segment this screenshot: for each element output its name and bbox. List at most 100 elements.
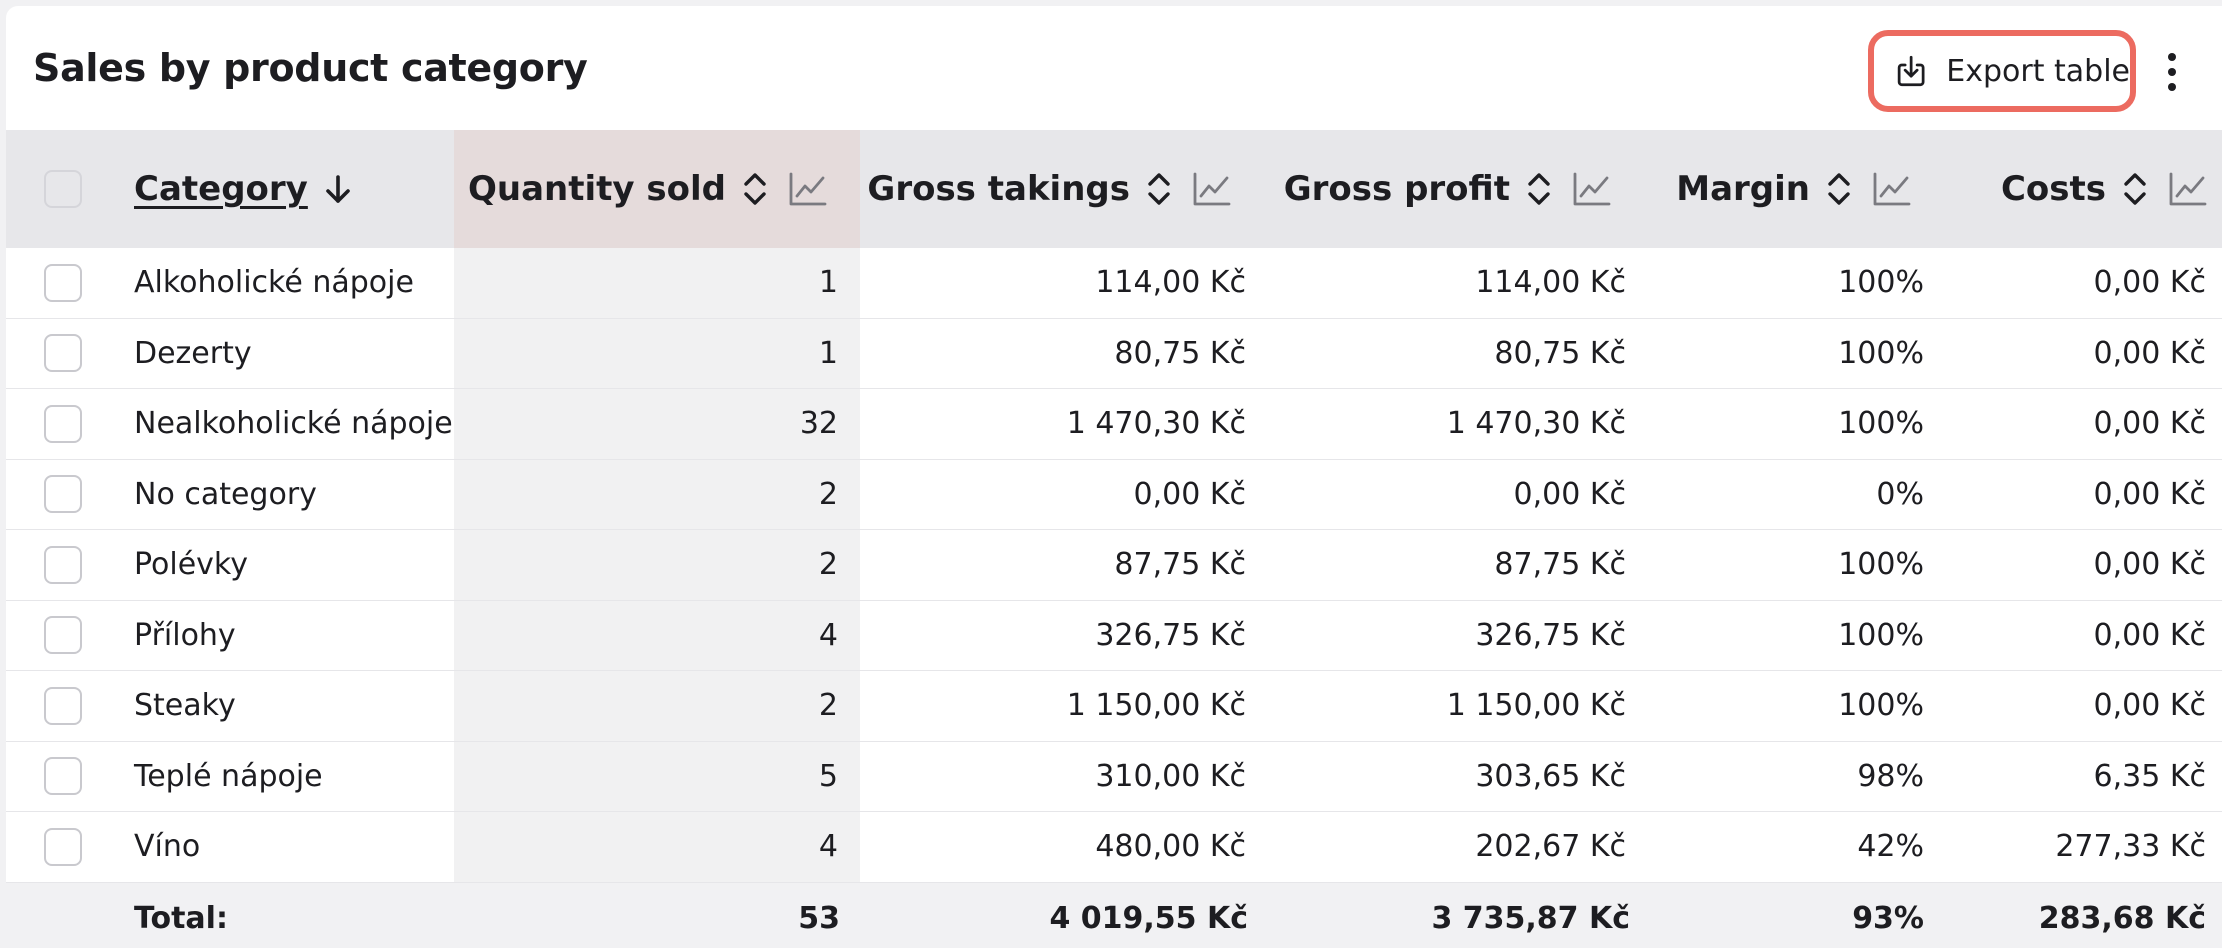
row-checkbox[interactable] <box>44 334 82 373</box>
cell-margin: 98% <box>1857 758 1924 794</box>
cell-category: Přílohy <box>134 617 236 653</box>
table-row: Teplé nápoje 5 310,00 Kč 303,65 Kč 98% 6… <box>6 741 2222 812</box>
column-header-quantity[interactable]: Quantity sold <box>454 130 860 248</box>
select-all-checkbox[interactable] <box>44 170 82 208</box>
cell-gross-profit: 202,67 Kč <box>1475 829 1626 865</box>
total-gross-profit: 3 735,87 Kč <box>1431 901 1630 936</box>
sales-card: Sales by product category Export table C… <box>6 6 2222 948</box>
table-body: Alkoholické nápoje 1 114,00 Kč 114,00 Kč… <box>6 248 2222 883</box>
column-header-margin[interactable]: Margin <box>1644 130 1944 248</box>
download-icon <box>1897 55 1925 87</box>
column-label-margin: Margin <box>1676 169 1810 209</box>
chart-icon[interactable] <box>1572 171 1612 207</box>
table-row: Nealkoholické nápoje 32 1 470,30 Kč 1 47… <box>6 389 2222 460</box>
cell-costs: 0,00 Kč <box>2093 406 2207 442</box>
cell-costs: 0,00 Kč <box>2093 335 2207 371</box>
arrow-down-icon <box>326 175 350 203</box>
cell-category: Teplé nápoje <box>134 758 323 794</box>
row-checkbox[interactable] <box>44 757 82 796</box>
cell-quantity: 2 <box>454 459 860 529</box>
cell-margin: 100% <box>1838 688 1924 724</box>
row-checkbox[interactable] <box>44 616 82 655</box>
cell-margin: 100% <box>1838 265 1924 301</box>
cell-gross-profit: 87,75 Kč <box>1494 547 1626 583</box>
table-row: Dezerty 1 80,75 Kč 80,75 Kč 100% 0,00 Kč <box>6 318 2222 389</box>
cell-margin: 42% <box>1857 829 1924 865</box>
card-header: Sales by product category Export table <box>6 6 2222 130</box>
cell-costs: 277,33 Kč <box>2055 829 2206 865</box>
page-title: Sales by product category <box>33 46 588 90</box>
total-margin: 93% <box>1852 901 1924 936</box>
cell-category: Steaky <box>134 688 236 724</box>
export-table-button[interactable]: Export table <box>1868 30 2136 112</box>
row-checkbox[interactable] <box>44 475 82 514</box>
export-table-label: Export table <box>1946 53 2130 89</box>
row-checkbox[interactable] <box>44 545 82 584</box>
cell-category: Alkoholické nápoje <box>134 265 414 301</box>
cell-gross-takings: 326,75 Kč <box>1095 617 1246 653</box>
chart-icon[interactable] <box>788 171 828 207</box>
column-header-category[interactable]: Category <box>134 130 454 248</box>
cell-gross-takings: 480,00 Kč <box>1095 829 1246 865</box>
cell-costs: 6,35 Kč <box>2093 758 2207 794</box>
column-label-category: Category <box>134 169 308 209</box>
column-header-gross-takings[interactable]: Gross takings <box>860 130 1264 248</box>
cell-gross-takings: 114,00 Kč <box>1095 265 1246 301</box>
column-label-quantity: Quantity sold <box>467 169 726 209</box>
total-gross-takings: 4 019,55 Kč <box>1049 901 1248 936</box>
cell-gross-profit: 80,75 Kč <box>1494 335 1626 371</box>
column-header-gross-profit[interactable]: Gross profit <box>1264 130 1644 248</box>
table-total-row: Total: 53 4 019,55 Kč 3 735,87 Kč 93% 28… <box>6 882 2222 948</box>
sort-icon <box>744 173 766 205</box>
table-header: Category Quantity sold Gross takings Gro… <box>6 130 2222 248</box>
cell-costs: 0,00 Kč <box>2093 265 2207 301</box>
total-quantity: 53 <box>798 901 840 936</box>
row-checkbox[interactable] <box>44 404 82 443</box>
table-row: Steaky 2 1 150,00 Kč 1 150,00 Kč 100% 0,… <box>6 671 2222 742</box>
chart-icon[interactable] <box>1192 171 1232 207</box>
cell-category: Víno <box>134 829 201 865</box>
cell-category: No category <box>134 476 317 512</box>
column-label-gross-profit: Gross profit <box>1283 169 1510 209</box>
cell-gross-takings: 1 150,00 Kč <box>1066 688 1246 724</box>
row-checkbox[interactable] <box>44 263 82 302</box>
cell-quantity: 1 <box>454 248 860 318</box>
sort-icon <box>1148 173 1170 205</box>
cell-gross-takings: 1 470,30 Kč <box>1066 406 1246 442</box>
chart-icon[interactable] <box>1872 171 1912 207</box>
cell-quantity: 2 <box>454 671 860 741</box>
sort-icon <box>2124 173 2146 205</box>
cell-gross-profit: 114,00 Kč <box>1475 265 1626 301</box>
cell-gross-profit: 0,00 Kč <box>1513 476 1627 512</box>
more-options-button[interactable] <box>2150 44 2194 100</box>
cell-quantity: 4 <box>454 812 860 882</box>
cell-costs: 0,00 Kč <box>2093 688 2207 724</box>
table-row: Přílohy 4 326,75 Kč 326,75 Kč 100% 0,00 … <box>6 600 2222 671</box>
cell-gross-takings: 310,00 Kč <box>1095 758 1246 794</box>
cell-gross-takings: 0,00 Kč <box>1133 476 1247 512</box>
total-costs: 283,68 Kč <box>2038 901 2206 936</box>
cell-costs: 0,00 Kč <box>2093 617 2207 653</box>
more-dot <box>2168 83 2176 91</box>
row-checkbox[interactable] <box>44 827 82 866</box>
cell-category: Polévky <box>134 547 248 583</box>
cell-margin: 100% <box>1838 617 1924 653</box>
chart-icon[interactable] <box>2168 171 2208 207</box>
sort-icon <box>1528 173 1550 205</box>
column-header-costs[interactable]: Costs <box>1944 130 2222 248</box>
cell-gross-takings: 87,75 Kč <box>1114 547 1246 583</box>
cell-margin: 0% <box>1876 476 1924 512</box>
more-dot <box>2168 68 2176 76</box>
cell-gross-profit: 1 470,30 Kč <box>1446 406 1626 442</box>
cell-margin: 100% <box>1838 547 1924 583</box>
cell-margin: 100% <box>1838 406 1924 442</box>
cell-costs: 0,00 Kč <box>2093 547 2207 583</box>
more-vertical-icon <box>2168 53 2176 61</box>
row-checkbox[interactable] <box>44 686 82 725</box>
cell-margin: 100% <box>1838 335 1924 371</box>
table-row: No category 2 0,00 Kč 0,00 Kč 0% 0,00 Kč <box>6 459 2222 530</box>
cell-quantity: 32 <box>454 389 860 459</box>
table-row: Alkoholické nápoje 1 114,00 Kč 114,00 Kč… <box>6 248 2222 319</box>
cell-quantity: 1 <box>454 318 860 388</box>
sort-icon <box>1828 173 1850 205</box>
